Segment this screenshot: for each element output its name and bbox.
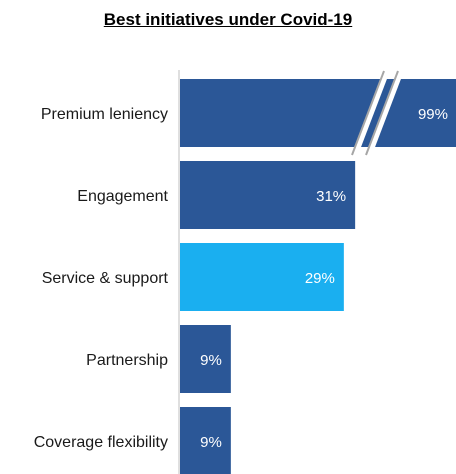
value-label: 9%: [200, 352, 222, 369]
category-label: Premium leniency: [41, 106, 168, 123]
category-label: Partnership: [86, 352, 168, 369]
axis-break-band-2: [366, 71, 404, 155]
value-label: 9%: [200, 434, 222, 451]
chart-title: Best initiatives under Covid-19: [103, 10, 353, 29]
axis-break-band-1: [352, 71, 390, 155]
category-label: Coverage flexibility: [34, 434, 168, 451]
bar-engagement: [180, 161, 356, 229]
value-label: 31%: [316, 188, 346, 205]
axis-break-slash-1: [351, 70, 385, 156]
bar-coverage-flexibility: [180, 407, 231, 474]
value-label: 29%: [305, 270, 335, 287]
axis-break-slash-2: [365, 70, 399, 156]
category-label: Engagement: [77, 188, 168, 205]
category-label: Service & support: [42, 270, 169, 287]
bar-premium-leniency: [180, 79, 456, 147]
bar-partnership: [180, 325, 231, 393]
bar-service-support: [180, 243, 344, 311]
value-label: 99%: [418, 106, 448, 123]
